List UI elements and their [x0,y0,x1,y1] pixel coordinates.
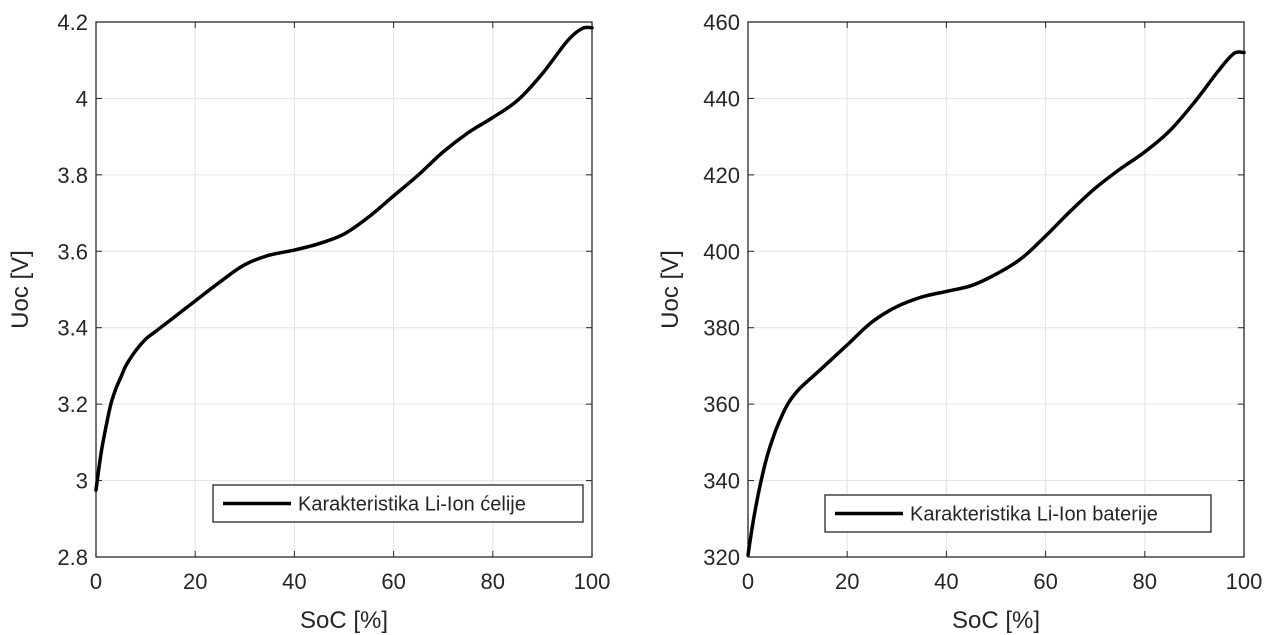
x-tick-label: 80 [1133,569,1157,594]
y-tick-label: 400 [703,239,740,264]
y-tick-label: 2.8 [57,545,88,570]
y-axis-label: Uoc [V] [7,250,34,329]
x-tick-label: 80 [481,569,505,594]
x-axis-label: SoC [%] [952,607,1040,634]
chart-right: 0 20 40 60 80 100 320 340 360 380 400 420 440 460 SoC … [657,10,1262,634]
plot-area [748,22,1244,557]
y-tick-label: 4 [76,86,88,111]
y-tick-label: 4.2 [57,10,88,35]
y-axis-label: Uoc [V] [657,250,684,329]
y-tick-label: 3.4 [57,316,88,341]
x-tick-label: 20 [183,569,207,594]
y-tick-label: 440 [703,86,740,111]
x-tick-label: 60 [1033,569,1057,594]
x-tick-label: 40 [282,569,306,594]
y-tick-label: 460 [703,10,740,35]
x-tick-label: 0 [90,569,102,594]
y-tick-label: 3 [76,469,88,494]
plot-area [96,22,592,557]
y-tick-label: 360 [703,392,740,417]
x-axis-label: SoC [%] [300,607,388,634]
x-tick-label: 40 [934,569,958,594]
y-tick-label: 420 [703,163,740,188]
x-tick-label: 100 [1226,569,1263,594]
x-tick-label: 60 [381,569,405,594]
y-tick-label: 320 [703,545,740,570]
series-line [94,25,594,492]
y-tick-label: 3.2 [57,392,88,417]
x-tick-label: 100 [574,569,611,594]
x-tick-label: 0 [742,569,754,594]
axes-box [95,21,593,558]
legend-label: Karakteristika Li-Ion ćelije [298,494,526,516]
y-tick-label: 3.6 [57,239,88,264]
y-tick-label: 3.8 [57,163,88,188]
series-line [746,50,1246,557]
legend-label: Karakteristika Li-Ion baterije [910,504,1158,526]
chart-left: 0 20 40 60 80 100 2.8 3 3.2 3.4 3.6 3.8 4 4.2 SoC [%] U… [7,10,610,634]
x-tick-label: 20 [835,569,859,594]
y-tick-label: 340 [703,469,740,494]
axes-box [747,21,1245,558]
y-tick-label: 380 [703,316,740,341]
